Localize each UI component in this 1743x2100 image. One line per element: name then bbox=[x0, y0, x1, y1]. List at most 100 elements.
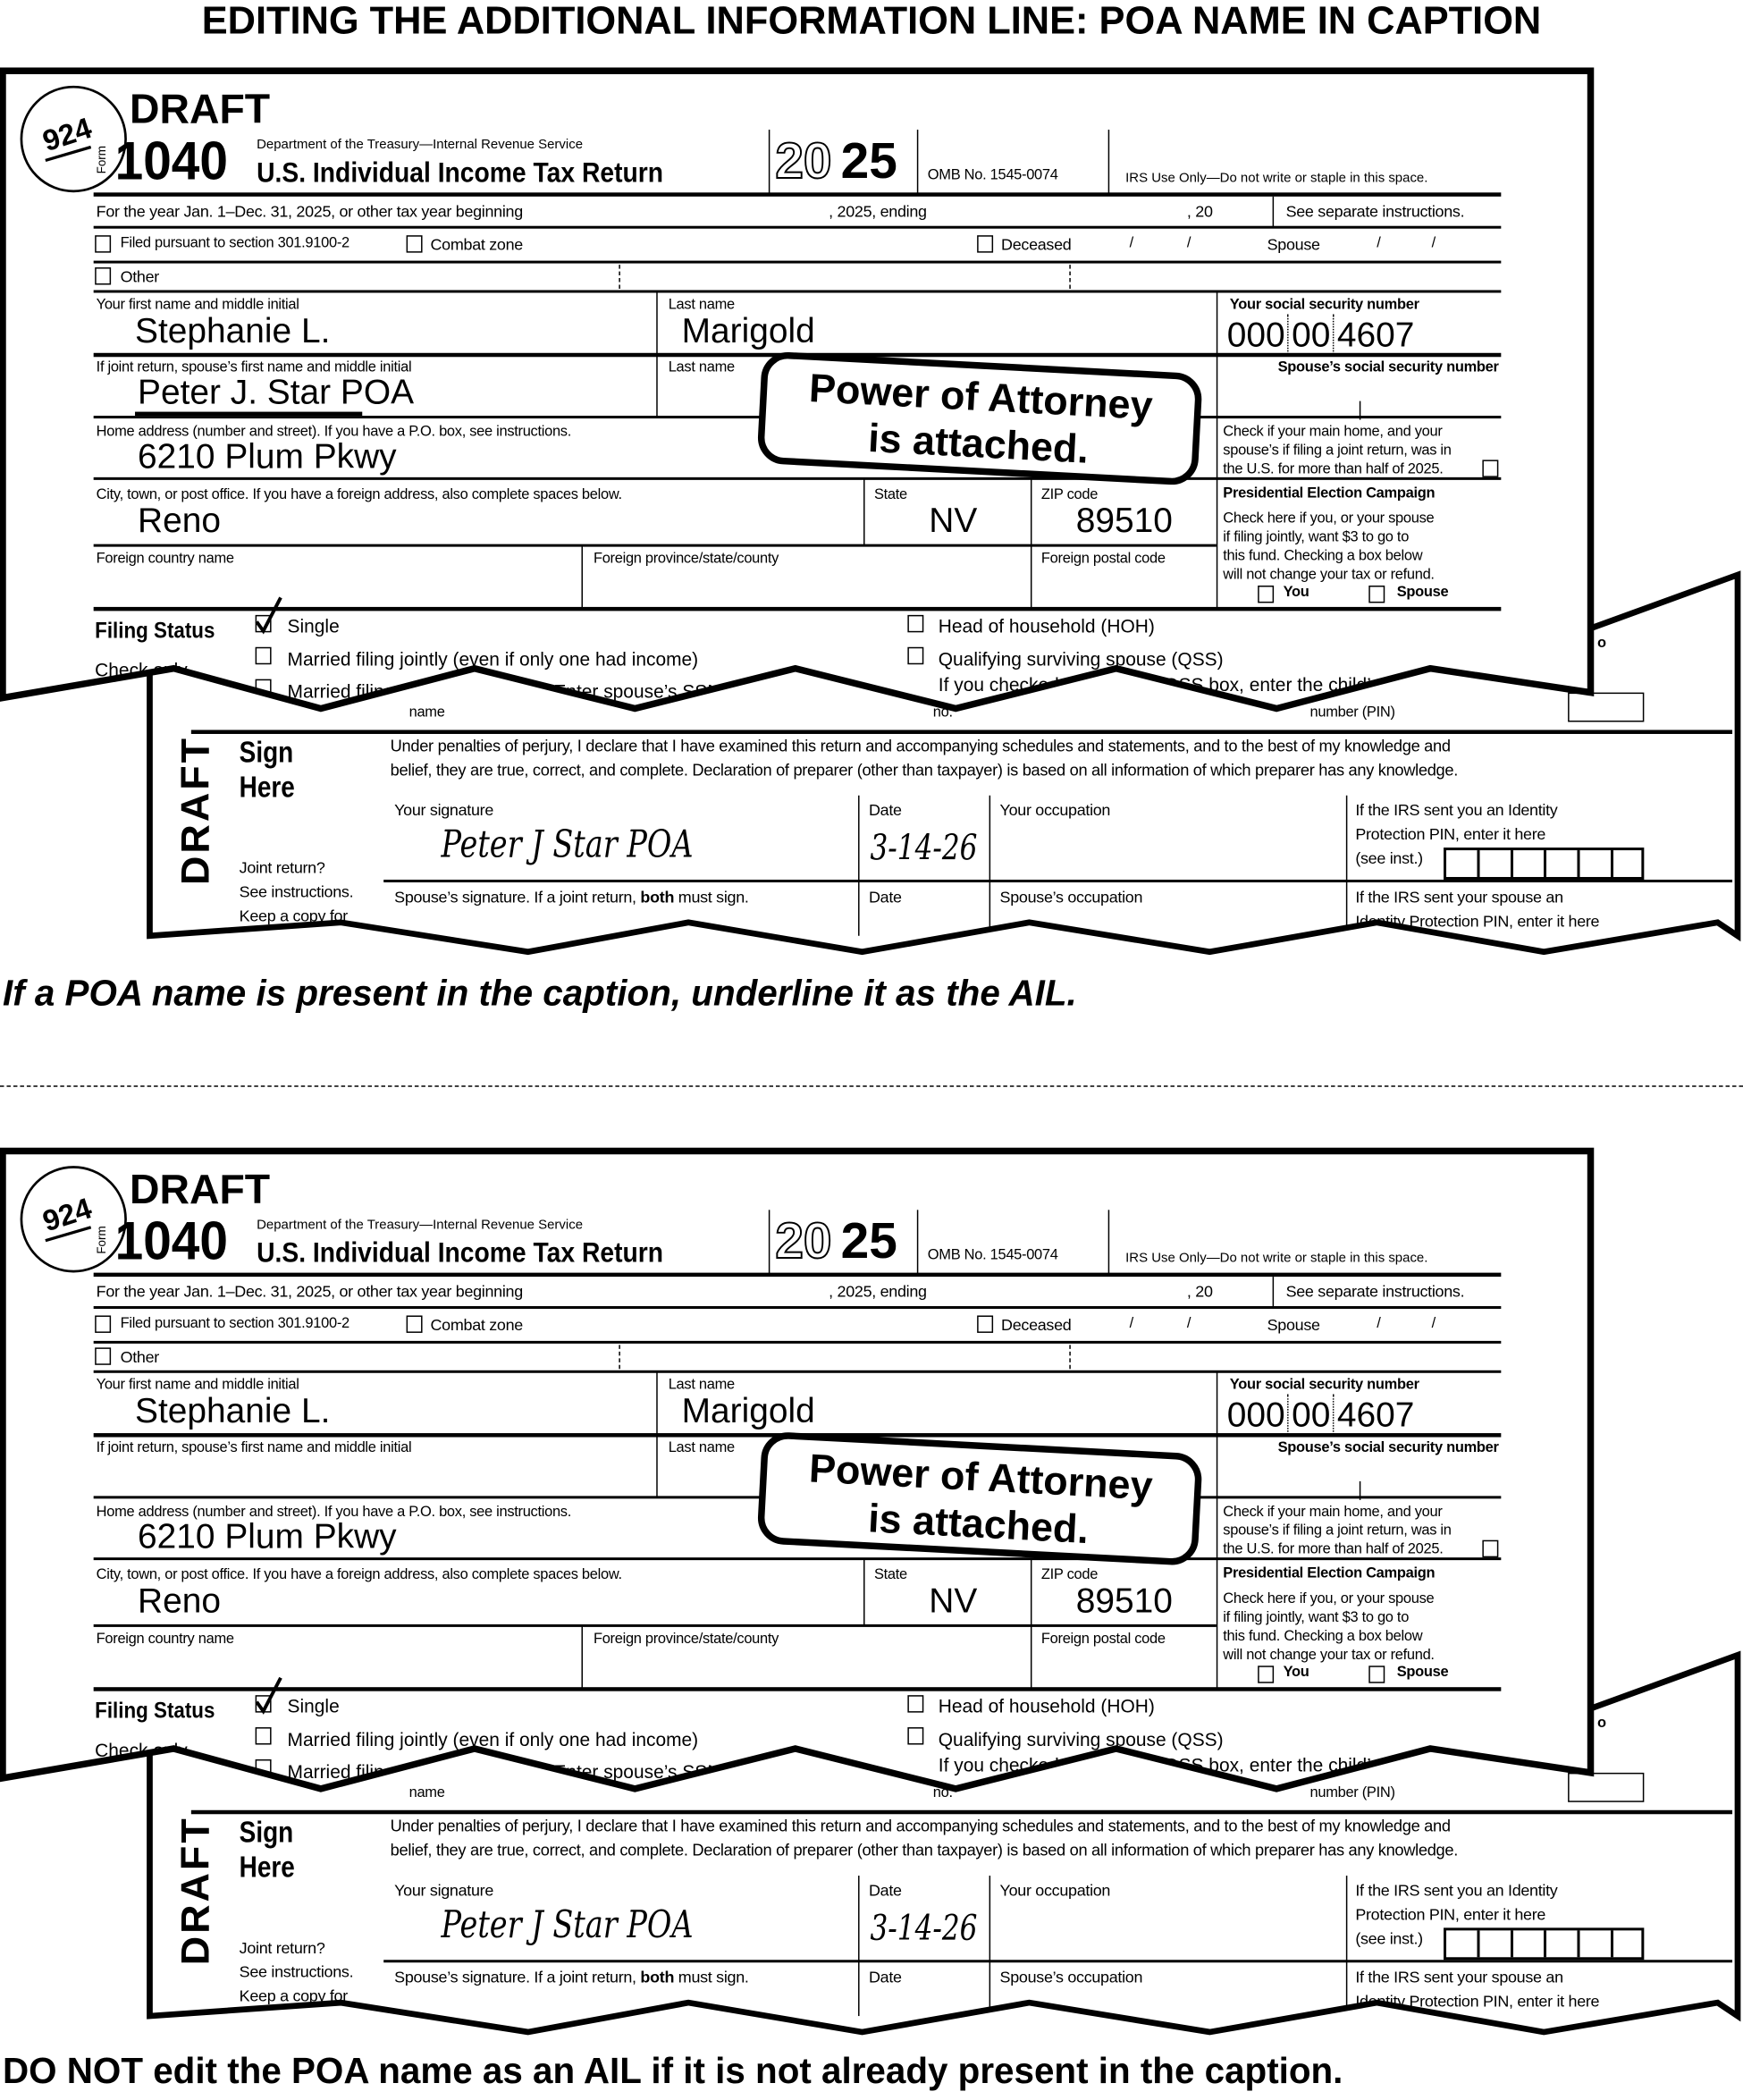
single-checkbox[interactable] bbox=[255, 596, 282, 635]
home-address-value: 6210 Plum Pkwy bbox=[138, 1515, 397, 1556]
other-label: Other bbox=[120, 1347, 160, 1367]
example-panel-without-poa: name no. number (PIN) o DRAFT Sign Here Under p… bbox=[0, 1080, 1743, 2043]
main-home-checkbox[interactable] bbox=[1482, 1539, 1499, 1558]
dashed-divider bbox=[0, 1085, 1743, 1087]
qss-checkbox[interactable] bbox=[907, 1727, 924, 1745]
rule bbox=[93, 1687, 1502, 1691]
spouse-ssn-label: Spouse’s social security number bbox=[1277, 1439, 1499, 1456]
back-label-o: o bbox=[1597, 1715, 1606, 1732]
hoh-checkbox[interactable] bbox=[907, 1695, 924, 1713]
ending-text: , 2025, ending bbox=[829, 1282, 927, 1302]
campaign-spouse-checkbox[interactable] bbox=[1368, 585, 1385, 603]
campaign-text-2: if filing jointly, want $3 to go to bbox=[1223, 529, 1410, 546]
ip-pin-label-1: If the IRS sent you an Identity bbox=[1355, 1881, 1558, 1900]
rule bbox=[93, 1306, 1502, 1309]
perjury-text-2: belief, they are true, correct, and comp… bbox=[390, 760, 1459, 780]
zip-value: 89510 bbox=[1075, 500, 1173, 541]
ending-text: , 2025, ending bbox=[829, 201, 927, 221]
ssn-part-1: 000 bbox=[1226, 314, 1285, 355]
foreign-country-label: Foreign country name bbox=[96, 551, 234, 568]
perjury-text-1: Under penalties of perjury, I declare th… bbox=[390, 736, 1451, 755]
mfj-checkbox[interactable] bbox=[255, 646, 272, 665]
header-rule bbox=[93, 192, 1502, 197]
see-instructions-label: See instructions. bbox=[239, 1962, 354, 1982]
city-value: Reno bbox=[138, 500, 221, 541]
state-label: State bbox=[873, 1566, 907, 1583]
caption-2: DO NOT edit the POA name as an AIL if it… bbox=[2, 2050, 1343, 2091]
filed-pursuant-checkbox[interactable] bbox=[95, 235, 112, 253]
ip-pin-label-3: (see inst.) bbox=[1355, 1928, 1423, 1948]
other-checkbox[interactable] bbox=[95, 1347, 112, 1365]
spouse-deceased-label: Spouse bbox=[1267, 235, 1320, 255]
vertical-rule bbox=[1107, 1210, 1110, 1275]
rule bbox=[93, 1340, 1502, 1344]
other-checkbox[interactable] bbox=[95, 267, 112, 285]
form-number: 1040 bbox=[114, 132, 229, 191]
your-signature-label: Your signature bbox=[394, 800, 494, 820]
taxpayer-signature: Peter J Star POA bbox=[441, 822, 694, 867]
here-label: Here bbox=[239, 770, 295, 804]
mfj-label: Married filing jointly (even if only one… bbox=[287, 648, 699, 670]
ssn-label: Your social security number bbox=[1229, 1377, 1419, 1394]
caption-1: If a POA name is present in the caption,… bbox=[2, 973, 1077, 1014]
sign-label: Sign bbox=[239, 735, 294, 769]
campaign-title: Presidential Election Campaign bbox=[1223, 485, 1436, 502]
campaign-you-checkbox[interactable] bbox=[1258, 1666, 1275, 1683]
keep-copy-label: Keep a copy for bbox=[239, 1986, 349, 2006]
draft-watermark: DRAFT bbox=[173, 1816, 218, 1966]
keep-copy-label: Keep a copy for bbox=[239, 906, 349, 925]
vertical-rule bbox=[1345, 1876, 1348, 2017]
filed-pursuant-label: Filed pursuant to section 301.9100-2 bbox=[120, 1315, 350, 1332]
form-word: Form bbox=[95, 145, 109, 174]
combat-zone-checkbox[interactable] bbox=[406, 235, 423, 253]
spouse-last-name-label: Last name bbox=[668, 1439, 735, 1456]
poa-attached-stamp: Power of Attorney is attached. bbox=[756, 350, 1203, 486]
page-title: EDITING THE ADDITIONAL INFORMATION LINE:… bbox=[201, 0, 1542, 43]
ip-pin-label-2: Protection PIN, enter it here bbox=[1355, 824, 1546, 844]
main-home-checkbox[interactable] bbox=[1482, 460, 1499, 477]
ssn-part-3: 4607 bbox=[1336, 1394, 1415, 1435]
ip-pin-label-1: If the IRS sent you an Identity bbox=[1355, 800, 1558, 820]
form-word: Form bbox=[95, 1226, 109, 1254]
spouse-date-label: Date bbox=[869, 887, 902, 907]
campaign-title: Presidential Election Campaign bbox=[1223, 1565, 1436, 1582]
date-slash: / bbox=[1431, 235, 1436, 252]
campaign-you-checkbox[interactable] bbox=[1258, 585, 1275, 603]
date-slash: / bbox=[1129, 235, 1134, 252]
checkmark-icon bbox=[255, 1676, 282, 1715]
vertical-rule bbox=[768, 1210, 770, 1275]
campaign-spouse-checkbox[interactable] bbox=[1368, 1666, 1385, 1683]
sign-section-top-rule bbox=[190, 1809, 1733, 1815]
back-label-o: o bbox=[1597, 635, 1606, 652]
combat-zone-label: Combat zone bbox=[430, 235, 524, 255]
twenty-text: , 20 bbox=[1186, 1282, 1213, 1302]
perjury-text-1: Under penalties of perjury, I declare th… bbox=[390, 1817, 1451, 1836]
identity-pin-input[interactable] bbox=[1444, 1927, 1645, 1961]
dashed-divider bbox=[1069, 1345, 1071, 1370]
irs-use-only: IRS Use Only—Do not write or staple in t… bbox=[1125, 1251, 1428, 1267]
year-outline: 20 bbox=[774, 1213, 832, 1270]
sign-label: Sign bbox=[239, 1815, 294, 1850]
ssn-part-2: 00 bbox=[1292, 1394, 1331, 1435]
filed-pursuant-checkbox[interactable] bbox=[95, 1315, 112, 1333]
ssn-value: 000 00 4607 bbox=[1227, 1394, 1415, 1435]
pin-boxes[interactable] bbox=[1568, 1772, 1645, 1802]
combat-zone-checkbox[interactable] bbox=[406, 1315, 423, 1333]
mfj-label: Married filing jointly (even if only one… bbox=[287, 1728, 699, 1750]
signature-row-rule bbox=[383, 1960, 1733, 1963]
single-checkbox[interactable] bbox=[255, 1676, 282, 1715]
hoh-checkbox[interactable] bbox=[907, 614, 924, 633]
identity-pin-input[interactable] bbox=[1444, 848, 1645, 880]
qss-checkbox[interactable] bbox=[907, 646, 924, 665]
deceased-checkbox[interactable] bbox=[977, 235, 994, 253]
mfj-checkbox[interactable] bbox=[255, 1727, 272, 1745]
last-name-value: Marigold bbox=[681, 1390, 815, 1431]
deceased-checkbox[interactable] bbox=[977, 1315, 994, 1333]
year-bold: 25 bbox=[840, 1213, 897, 1270]
first-name-value: Stephanie L. bbox=[135, 309, 331, 350]
pin-boxes[interactable] bbox=[1568, 692, 1645, 722]
foreign-postal-label: Foreign postal code bbox=[1040, 1631, 1166, 1648]
foreign-country-label: Foreign country name bbox=[96, 1631, 234, 1648]
spouse-ssn-label: Spouse’s social security number bbox=[1277, 359, 1499, 376]
vertical-rule bbox=[858, 795, 860, 936]
